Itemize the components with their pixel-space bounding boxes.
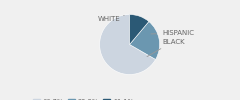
Wedge shape	[130, 22, 160, 59]
Text: BLACK: BLACK	[147, 38, 185, 57]
Wedge shape	[100, 14, 156, 74]
Text: HISPANIC: HISPANIC	[151, 30, 194, 36]
Text: WHITE: WHITE	[98, 15, 124, 22]
Wedge shape	[130, 14, 149, 44]
Legend: 66.7%, 22.2%, 11.1%: 66.7%, 22.2%, 11.1%	[30, 96, 136, 100]
